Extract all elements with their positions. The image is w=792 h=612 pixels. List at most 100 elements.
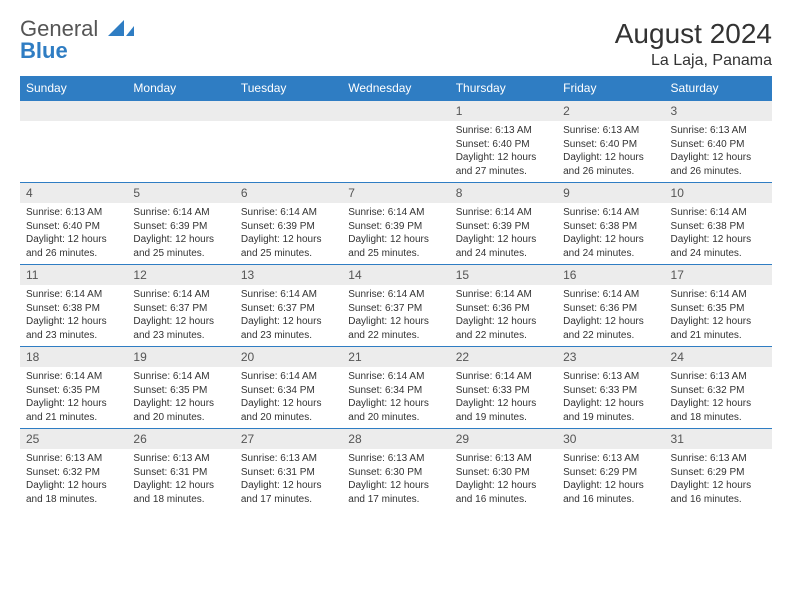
day-cell: 28Sunrise: 6:13 AMSunset: 6:30 PMDayligh… <box>342 429 449 511</box>
day-cell: 29Sunrise: 6:13 AMSunset: 6:30 PMDayligh… <box>450 429 557 511</box>
day-detail: Sunrise: 6:13 AMSunset: 6:30 PMDaylight:… <box>450 449 557 510</box>
day-detail: Sunrise: 6:13 AMSunset: 6:29 PMDaylight:… <box>557 449 664 510</box>
day-detail: Sunrise: 6:14 AMSunset: 6:38 PMDaylight:… <box>665 203 772 264</box>
header: General Blue August 2024 La Laja, Panama <box>20 18 772 70</box>
day-number: 6 <box>235 183 342 203</box>
day-number <box>127 101 234 121</box>
day-cell: 17Sunrise: 6:14 AMSunset: 6:35 PMDayligh… <box>665 265 772 347</box>
day-cell: 15Sunrise: 6:14 AMSunset: 6:36 PMDayligh… <box>450 265 557 347</box>
day-number: 2 <box>557 101 664 121</box>
day-number: 28 <box>342 429 449 449</box>
day-number: 27 <box>235 429 342 449</box>
day-detail: Sunrise: 6:13 AMSunset: 6:30 PMDaylight:… <box>342 449 449 510</box>
weekday-tuesday: Tuesday <box>235 76 342 101</box>
day-cell: 22Sunrise: 6:14 AMSunset: 6:33 PMDayligh… <box>450 347 557 429</box>
calendar-table: SundayMondayTuesdayWednesdayThursdayFrid… <box>20 76 772 511</box>
day-number: 10 <box>665 183 772 203</box>
day-detail: Sunrise: 6:14 AMSunset: 6:39 PMDaylight:… <box>450 203 557 264</box>
day-detail <box>20 121 127 142</box>
location-subtitle: La Laja, Panama <box>615 52 772 70</box>
day-number: 23 <box>557 347 664 367</box>
day-number: 24 <box>665 347 772 367</box>
day-cell: 4Sunrise: 6:13 AMSunset: 6:40 PMDaylight… <box>20 183 127 265</box>
day-detail: Sunrise: 6:13 AMSunset: 6:29 PMDaylight:… <box>665 449 772 510</box>
day-cell: 24Sunrise: 6:13 AMSunset: 6:32 PMDayligh… <box>665 347 772 429</box>
day-detail: Sunrise: 6:13 AMSunset: 6:31 PMDaylight:… <box>127 449 234 510</box>
day-number: 22 <box>450 347 557 367</box>
day-number: 16 <box>557 265 664 285</box>
day-number: 3 <box>665 101 772 121</box>
week-row: 1Sunrise: 6:13 AMSunset: 6:40 PMDaylight… <box>20 101 772 183</box>
day-cell: 5Sunrise: 6:14 AMSunset: 6:39 PMDaylight… <box>127 183 234 265</box>
day-detail: Sunrise: 6:13 AMSunset: 6:40 PMDaylight:… <box>450 121 557 182</box>
day-number <box>342 101 449 121</box>
day-number: 5 <box>127 183 234 203</box>
day-detail: Sunrise: 6:14 AMSunset: 6:38 PMDaylight:… <box>557 203 664 264</box>
day-detail: Sunrise: 6:14 AMSunset: 6:38 PMDaylight:… <box>20 285 127 346</box>
day-number: 9 <box>557 183 664 203</box>
day-number: 7 <box>342 183 449 203</box>
day-cell: 9Sunrise: 6:14 AMSunset: 6:38 PMDaylight… <box>557 183 664 265</box>
day-number: 4 <box>20 183 127 203</box>
day-number: 12 <box>127 265 234 285</box>
day-detail: Sunrise: 6:14 AMSunset: 6:39 PMDaylight:… <box>127 203 234 264</box>
day-number: 20 <box>235 347 342 367</box>
day-cell: 10Sunrise: 6:14 AMSunset: 6:38 PMDayligh… <box>665 183 772 265</box>
day-number: 26 <box>127 429 234 449</box>
day-cell: 21Sunrise: 6:14 AMSunset: 6:34 PMDayligh… <box>342 347 449 429</box>
day-cell: 6Sunrise: 6:14 AMSunset: 6:39 PMDaylight… <box>235 183 342 265</box>
weekday-saturday: Saturday <box>665 76 772 101</box>
week-row: 4Sunrise: 6:13 AMSunset: 6:40 PMDaylight… <box>20 183 772 265</box>
day-cell: 25Sunrise: 6:13 AMSunset: 6:32 PMDayligh… <box>20 429 127 511</box>
day-detail: Sunrise: 6:13 AMSunset: 6:32 PMDaylight:… <box>20 449 127 510</box>
day-cell: 18Sunrise: 6:14 AMSunset: 6:35 PMDayligh… <box>20 347 127 429</box>
day-detail: Sunrise: 6:14 AMSunset: 6:39 PMDaylight:… <box>342 203 449 264</box>
day-number: 29 <box>450 429 557 449</box>
title-block: August 2024 La Laja, Panama <box>615 18 772 70</box>
day-number <box>20 101 127 121</box>
day-detail: Sunrise: 6:13 AMSunset: 6:40 PMDaylight:… <box>20 203 127 264</box>
day-detail: Sunrise: 6:14 AMSunset: 6:35 PMDaylight:… <box>665 285 772 346</box>
day-detail: Sunrise: 6:13 AMSunset: 6:33 PMDaylight:… <box>557 367 664 428</box>
day-number: 11 <box>20 265 127 285</box>
day-cell: 19Sunrise: 6:14 AMSunset: 6:35 PMDayligh… <box>127 347 234 429</box>
day-cell: 8Sunrise: 6:14 AMSunset: 6:39 PMDaylight… <box>450 183 557 265</box>
day-cell <box>342 101 449 183</box>
day-cell: 27Sunrise: 6:13 AMSunset: 6:31 PMDayligh… <box>235 429 342 511</box>
day-detail: Sunrise: 6:13 AMSunset: 6:40 PMDaylight:… <box>557 121 664 182</box>
day-cell: 2Sunrise: 6:13 AMSunset: 6:40 PMDaylight… <box>557 101 664 183</box>
weekday-sunday: Sunday <box>20 76 127 101</box>
day-detail <box>342 121 449 142</box>
week-row: 25Sunrise: 6:13 AMSunset: 6:32 PMDayligh… <box>20 429 772 511</box>
day-cell: 3Sunrise: 6:13 AMSunset: 6:40 PMDaylight… <box>665 101 772 183</box>
week-row: 18Sunrise: 6:14 AMSunset: 6:35 PMDayligh… <box>20 347 772 429</box>
day-detail: Sunrise: 6:14 AMSunset: 6:34 PMDaylight:… <box>235 367 342 428</box>
day-cell: 13Sunrise: 6:14 AMSunset: 6:37 PMDayligh… <box>235 265 342 347</box>
day-detail: Sunrise: 6:13 AMSunset: 6:32 PMDaylight:… <box>665 367 772 428</box>
day-detail: Sunrise: 6:14 AMSunset: 6:37 PMDaylight:… <box>127 285 234 346</box>
weekday-monday: Monday <box>127 76 234 101</box>
day-cell: 20Sunrise: 6:14 AMSunset: 6:34 PMDayligh… <box>235 347 342 429</box>
day-detail: Sunrise: 6:14 AMSunset: 6:36 PMDaylight:… <box>450 285 557 346</box>
day-number: 19 <box>127 347 234 367</box>
brand-text-2: Blue <box>20 38 68 63</box>
day-detail: Sunrise: 6:14 AMSunset: 6:33 PMDaylight:… <box>450 367 557 428</box>
day-number: 31 <box>665 429 772 449</box>
day-detail: Sunrise: 6:14 AMSunset: 6:35 PMDaylight:… <box>127 367 234 428</box>
day-number: 14 <box>342 265 449 285</box>
day-detail: Sunrise: 6:14 AMSunset: 6:37 PMDaylight:… <box>235 285 342 346</box>
page-title: August 2024 <box>615 18 772 50</box>
day-number: 8 <box>450 183 557 203</box>
day-number: 1 <box>450 101 557 121</box>
day-cell <box>20 101 127 183</box>
day-detail: Sunrise: 6:14 AMSunset: 6:37 PMDaylight:… <box>342 285 449 346</box>
brand-triangle-icon <box>108 16 134 41</box>
day-detail: Sunrise: 6:13 AMSunset: 6:31 PMDaylight:… <box>235 449 342 510</box>
day-number: 13 <box>235 265 342 285</box>
day-cell: 12Sunrise: 6:14 AMSunset: 6:37 PMDayligh… <box>127 265 234 347</box>
day-cell: 31Sunrise: 6:13 AMSunset: 6:29 PMDayligh… <box>665 429 772 511</box>
day-detail: Sunrise: 6:13 AMSunset: 6:40 PMDaylight:… <box>665 121 772 182</box>
day-number: 18 <box>20 347 127 367</box>
day-cell: 11Sunrise: 6:14 AMSunset: 6:38 PMDayligh… <box>20 265 127 347</box>
day-cell: 26Sunrise: 6:13 AMSunset: 6:31 PMDayligh… <box>127 429 234 511</box>
